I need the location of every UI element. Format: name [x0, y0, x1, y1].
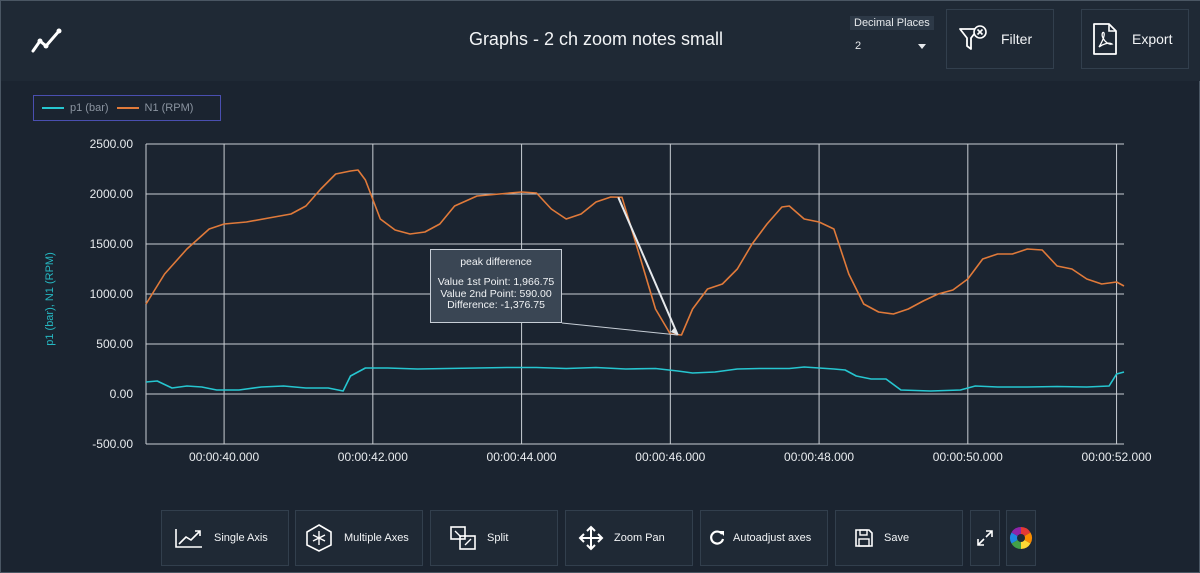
y-tick-label: 1000.00: [90, 287, 134, 301]
y-tick-label: 2500.00: [90, 137, 134, 151]
decimal-places-select[interactable]: 2: [850, 35, 930, 55]
annotation-connectors: [561, 196, 679, 336]
x-tick-label: 00:00:44.000: [487, 450, 557, 464]
color-wheel-icon: [1010, 527, 1032, 549]
autoadjust-icon: [709, 530, 725, 546]
single-axis-label: Single Axis: [214, 532, 268, 544]
line-chart[interactable]: 2500.00 2000.00 1500.00 1000.00 500.00 0.00 -5…: [1, 131, 1200, 471]
single-axis-icon: [174, 527, 204, 549]
x-tick-label: 00:00:52.000: [1082, 450, 1152, 464]
y-tick-label: 500.00: [96, 337, 133, 351]
x-tick-label: 00:00:50.000: [933, 450, 1003, 464]
legend-swatch-n1: [116, 107, 139, 109]
x-tick-label: 00:00:46.000: [635, 450, 705, 464]
y-axis-ticks: 2500.00 2000.00 1500.00 1000.00 500.00 0.00 -5…: [90, 137, 134, 451]
chart-grid: [145, 143, 1124, 445]
fullscreen-button[interactable]: [970, 510, 1000, 566]
save-icon: [854, 528, 874, 548]
annotation-line-2: Value 2nd Point: 590.00: [440, 287, 552, 300]
decimal-places-value: 2: [855, 40, 862, 52]
chart-legend: p1 (bar) N1 (RPM): [33, 95, 221, 121]
pdf-file-icon: [1093, 23, 1117, 55]
annotation-line-3: Difference: -1,376.75: [447, 299, 545, 311]
x-tick-label: 00:00:42.000: [338, 450, 408, 464]
legend-label-n1: N1 (RPM): [144, 102, 194, 114]
y-tick-label: -500.00: [92, 437, 133, 451]
zoom-pan-icon: [578, 525, 604, 551]
y-tick-label: 1500.00: [90, 237, 134, 251]
filter-button[interactable]: Filter: [946, 9, 1054, 69]
annotation-leader-line: [561, 322, 678, 336]
y-tick-label: 0.00: [110, 387, 134, 401]
split-icon: [449, 525, 477, 551]
legend-swatch-p1: [42, 107, 64, 109]
header-bar: Graphs - 2 ch zoom notes small Decimal P…: [1, 1, 1200, 81]
autoadjust-axes-button[interactable]: Autoadjust axes: [700, 510, 828, 566]
y-axis-label: p1 (bar), N1 (RPM): [44, 252, 56, 346]
fullscreen-icon: [977, 530, 993, 546]
peak-difference-annotation[interactable]: peak difference Value 1st Point: 1,966.7…: [430, 249, 562, 323]
annotation-line-1: Value 1st Point: 1,966.75: [437, 276, 555, 288]
chart-toolbar: Single Axis Multiple Axes Split Zoom Pan…: [1, 510, 1200, 566]
series-line-p1: [145, 366, 1125, 392]
autoadjust-axes-label: Autoadjust axes: [733, 532, 812, 544]
x-axis-ticks: 00:00:40.000 00:00:42.000 00:00:44.000 00:0…: [189, 450, 1152, 464]
multiple-axes-label: Multiple Axes: [344, 532, 409, 544]
split-label: Split: [487, 532, 509, 544]
save-button[interactable]: Save: [835, 510, 963, 566]
decimal-places-label: Decimal Places: [850, 16, 934, 30]
zoom-pan-button[interactable]: Zoom Pan: [565, 510, 693, 566]
x-tick-label: 00:00:40.000: [189, 450, 259, 464]
export-label: Export: [1132, 31, 1173, 47]
annotation-title: peak difference: [460, 256, 532, 268]
difference-line: [617, 196, 679, 336]
split-button[interactable]: Split: [430, 510, 558, 566]
chart-series: [145, 169, 1125, 392]
filter-icon: [959, 25, 987, 50]
series-line-n1: [145, 169, 1125, 336]
export-button[interactable]: Export: [1081, 9, 1189, 69]
y-tick-label: 2000.00: [90, 187, 134, 201]
color-wheel-button[interactable]: [1006, 510, 1036, 566]
page-title: Graphs - 2 ch zoom notes small: [468, 29, 724, 49]
multiple-axes-button[interactable]: Multiple Axes: [295, 510, 423, 566]
difference-arrow: [670, 327, 678, 335]
legend-label-p1: p1 (bar): [70, 102, 109, 114]
legend-item-p1[interactable]: p1 (bar): [42, 102, 109, 114]
filter-label: Filter: [1001, 31, 1033, 47]
line-chart-icon: [31, 28, 62, 53]
zoom-pan-label: Zoom Pan: [614, 532, 665, 544]
save-label: Save: [884, 532, 910, 544]
multiple-axes-icon: [304, 523, 334, 553]
chevron-down-icon: [918, 44, 926, 49]
x-tick-label: 00:00:48.000: [784, 450, 854, 464]
legend-item-n1[interactable]: N1 (RPM): [116, 102, 194, 114]
single-axis-button[interactable]: Single Axis: [161, 510, 289, 566]
